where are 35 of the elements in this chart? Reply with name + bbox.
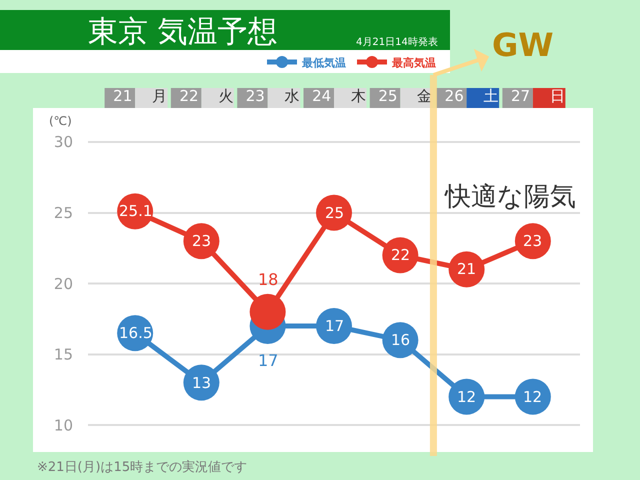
- text: ※21日(月)は15時までの実況値です: [37, 459, 248, 475]
- data-label: 25: [325, 204, 344, 222]
- category-label: 24 木: [312, 87, 366, 105]
- category-label: 22 火: [179, 87, 234, 105]
- y-tick-label: 20: [54, 274, 73, 293]
- category-label: 25 金: [378, 87, 432, 105]
- y-tick-label: 15: [54, 346, 73, 364]
- chart-subtitle: 4月21日14時発表: [356, 36, 438, 48]
- data-label: 12: [523, 388, 542, 406]
- legend-label: GW: [492, 26, 554, 64]
- chart-title: 東京 気温予想: [88, 14, 278, 50]
- data-label: 23: [192, 232, 212, 250]
- category-label: 21 月: [113, 87, 168, 105]
- annotation: 快適な陽気: [444, 182, 576, 212]
- y-tick-label: 30: [54, 133, 73, 152]
- data-label: 16: [391, 331, 410, 349]
- data-label: 17: [258, 351, 278, 370]
- data-label: 25.1: [119, 202, 152, 220]
- data-label: 23: [523, 232, 542, 250]
- point: [250, 294, 286, 330]
- data-label: 22: [391, 246, 410, 264]
- category-label: 26 土: [444, 87, 499, 105]
- category-label: 23 水: [246, 87, 300, 105]
- y-tick-label: 10: [54, 416, 73, 434]
- data-label: 18: [258, 270, 278, 289]
- category-label: 27 日: [510, 87, 565, 105]
- y-tick-label: 25: [54, 204, 73, 222]
- data-label: 12: [457, 388, 476, 406]
- data-label: 16.5: [119, 324, 152, 342]
- legend-label: 最高気温: [391, 56, 436, 70]
- data-label: 17: [325, 317, 344, 335]
- data-label: 13: [192, 374, 212, 392]
- data-label: 21: [457, 260, 476, 278]
- legend-label: 最低気温: [301, 56, 346, 70]
- y-axis-title: (℃): [49, 114, 72, 128]
